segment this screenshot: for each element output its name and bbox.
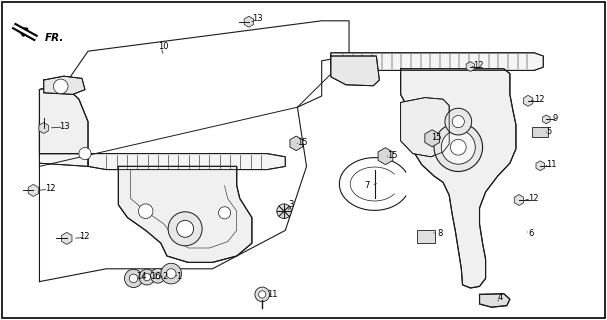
Circle shape: [293, 140, 300, 147]
Text: 11: 11: [546, 160, 557, 169]
Polygon shape: [425, 130, 439, 147]
Polygon shape: [118, 166, 252, 262]
Polygon shape: [401, 98, 449, 157]
Text: 14: 14: [137, 272, 147, 281]
Polygon shape: [39, 85, 88, 154]
Text: 5: 5: [546, 127, 552, 136]
Text: 12: 12: [79, 232, 89, 241]
Circle shape: [143, 274, 151, 281]
Polygon shape: [401, 69, 516, 288]
Text: 2: 2: [163, 272, 168, 281]
Circle shape: [428, 134, 436, 142]
Text: 12: 12: [528, 194, 538, 203]
Circle shape: [450, 139, 466, 155]
Circle shape: [381, 152, 390, 160]
Text: 13: 13: [59, 122, 70, 131]
Polygon shape: [39, 154, 88, 166]
Circle shape: [79, 148, 91, 160]
Text: 6: 6: [528, 229, 534, 238]
Circle shape: [129, 274, 138, 283]
Bar: [532, 127, 548, 137]
Circle shape: [177, 220, 194, 237]
Polygon shape: [61, 232, 72, 244]
Circle shape: [139, 269, 155, 285]
Text: 12: 12: [534, 95, 544, 104]
Circle shape: [138, 204, 153, 219]
Circle shape: [124, 269, 143, 287]
Text: 9: 9: [552, 114, 558, 123]
Polygon shape: [28, 184, 39, 196]
Polygon shape: [378, 148, 393, 165]
Circle shape: [161, 263, 181, 284]
Text: 4: 4: [498, 293, 503, 302]
Polygon shape: [543, 115, 550, 124]
Circle shape: [452, 116, 464, 128]
Polygon shape: [244, 16, 254, 27]
Text: 8: 8: [437, 229, 443, 238]
Circle shape: [441, 130, 475, 164]
Text: 13: 13: [252, 14, 263, 23]
Polygon shape: [331, 56, 379, 86]
Circle shape: [445, 108, 472, 135]
Circle shape: [53, 79, 68, 94]
Text: FR.: FR.: [44, 33, 64, 44]
Circle shape: [259, 291, 266, 298]
Polygon shape: [514, 195, 524, 205]
Polygon shape: [466, 62, 475, 71]
Text: 12: 12: [473, 61, 484, 70]
Text: 12: 12: [46, 184, 56, 193]
Text: 3: 3: [288, 200, 294, 209]
Circle shape: [166, 269, 176, 278]
Polygon shape: [480, 294, 510, 307]
Text: 10: 10: [158, 42, 168, 51]
Polygon shape: [44, 76, 85, 94]
Polygon shape: [536, 161, 544, 171]
Text: 15: 15: [297, 138, 308, 147]
Polygon shape: [39, 123, 49, 133]
Circle shape: [168, 212, 202, 246]
Circle shape: [277, 204, 291, 219]
Polygon shape: [88, 154, 285, 170]
Circle shape: [434, 123, 483, 172]
Text: 11: 11: [267, 290, 277, 299]
Circle shape: [255, 287, 270, 302]
Text: 16: 16: [151, 272, 161, 281]
Polygon shape: [331, 53, 543, 70]
Text: 15: 15: [431, 133, 441, 142]
Polygon shape: [523, 95, 533, 106]
Polygon shape: [290, 136, 302, 151]
Text: 1: 1: [176, 272, 181, 281]
Circle shape: [151, 268, 165, 283]
Text: 15: 15: [387, 151, 398, 160]
Bar: [417, 230, 435, 243]
Circle shape: [219, 207, 231, 219]
Text: 7: 7: [364, 181, 370, 190]
Circle shape: [155, 273, 161, 279]
